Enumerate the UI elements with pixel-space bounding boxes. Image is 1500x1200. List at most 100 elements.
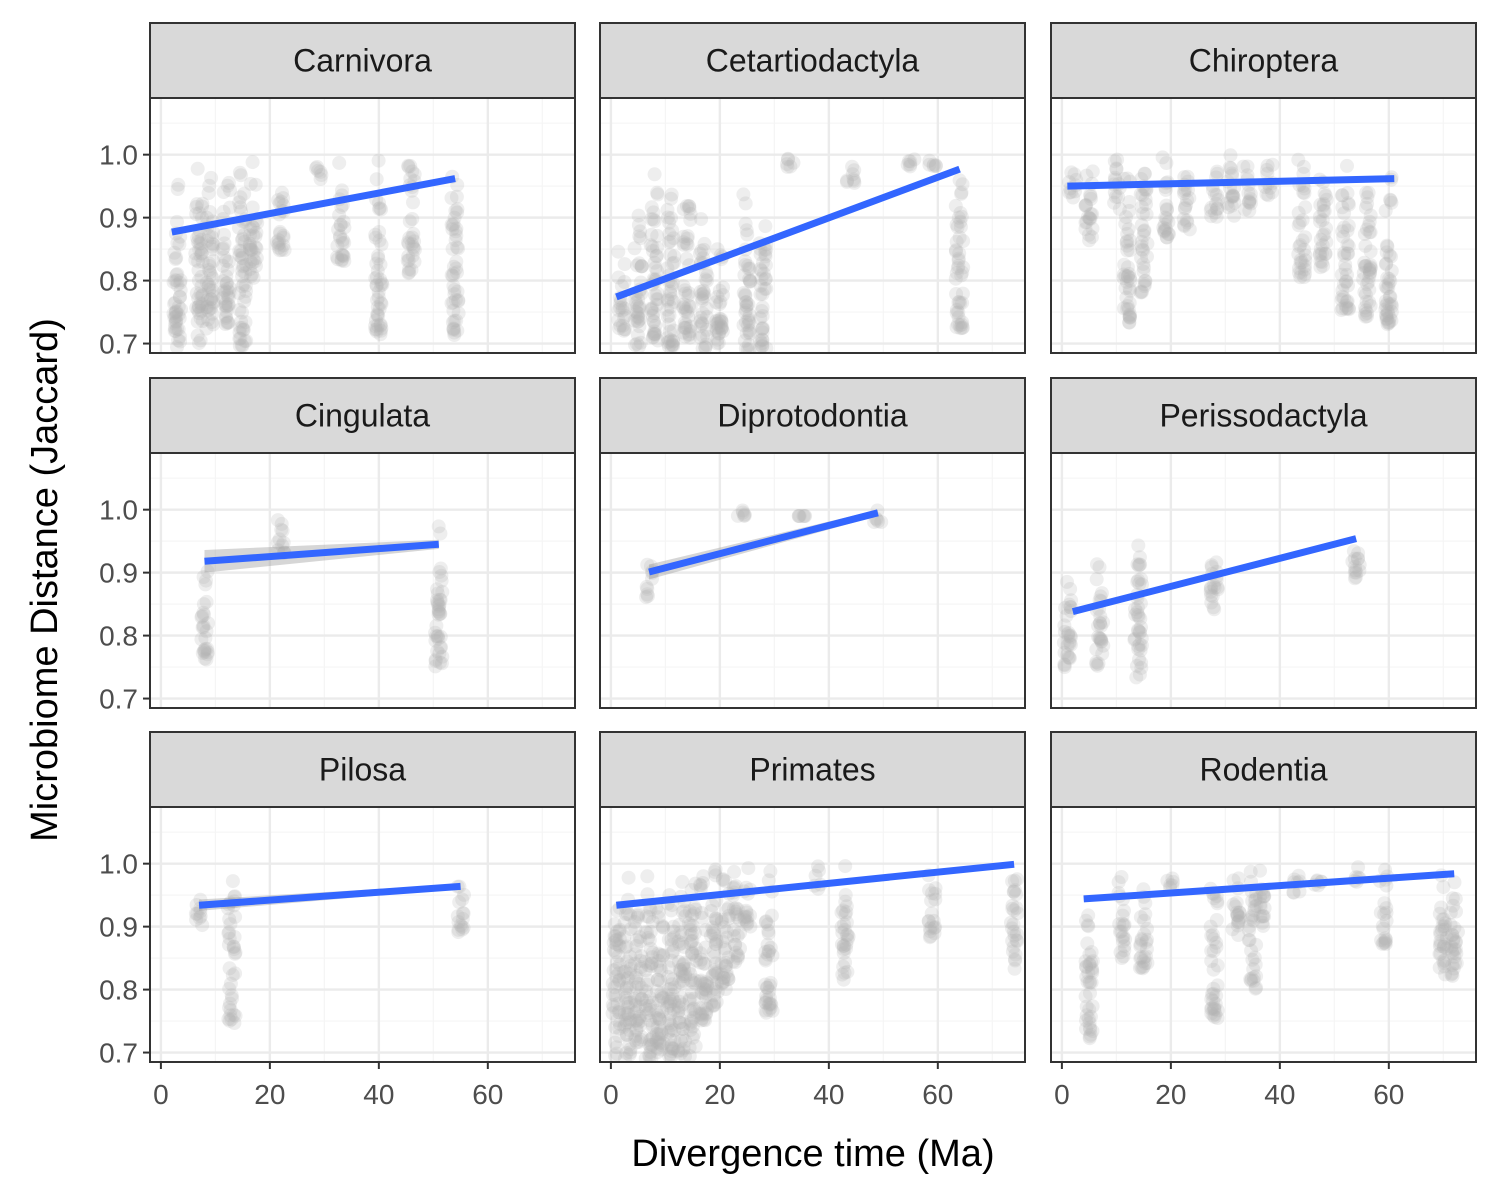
- data-point: [707, 997, 722, 1012]
- data-point: [692, 1001, 707, 1016]
- data-point: [1336, 277, 1351, 292]
- data-point: [1297, 262, 1312, 277]
- data-point: [714, 956, 729, 971]
- data-point: [195, 620, 210, 635]
- data-point: [228, 909, 243, 924]
- data-point: [1132, 624, 1147, 639]
- data-point: [622, 1047, 637, 1062]
- data-point: [682, 993, 697, 1008]
- data-point: [234, 314, 249, 329]
- data-point: [683, 922, 698, 937]
- data-point: [1380, 271, 1395, 285]
- data-point: [401, 253, 416, 268]
- data-point: [455, 922, 470, 937]
- data-point: [645, 239, 660, 254]
- data-point: [1134, 660, 1149, 675]
- data-point: [665, 223, 680, 238]
- data-point: [662, 998, 677, 1013]
- data-point: [1296, 185, 1311, 200]
- data-point: [1063, 630, 1078, 645]
- data-point: [1445, 968, 1460, 983]
- panel-border: [1050, 806, 1477, 1063]
- data-point: [709, 931, 723, 946]
- data-point: [703, 928, 718, 943]
- data-point: [189, 286, 204, 301]
- data-point: [1313, 241, 1328, 256]
- data-point: [194, 289, 209, 304]
- data-point: [1134, 239, 1149, 254]
- data-point: [190, 161, 205, 176]
- data-point: [664, 1049, 678, 1062]
- data-point: [1133, 596, 1148, 611]
- data-point: [227, 1016, 242, 1030]
- data-point: [249, 251, 264, 265]
- data-point: [1348, 559, 1363, 574]
- data-point: [721, 972, 736, 987]
- data-point: [233, 331, 248, 346]
- data-point: [276, 228, 291, 243]
- data-point: [644, 956, 659, 971]
- data-point: [1131, 623, 1146, 638]
- data-point: [1361, 185, 1376, 200]
- data-point: [714, 975, 729, 990]
- data-point: [650, 187, 665, 202]
- data-point: [202, 259, 217, 273]
- data-point: [217, 227, 231, 242]
- data-point: [1180, 215, 1195, 230]
- data-point: [195, 287, 210, 302]
- data-point: [1109, 162, 1124, 177]
- data-point: [1204, 560, 1219, 575]
- data-point: [644, 1031, 659, 1046]
- data-point: [220, 178, 235, 193]
- panel-plot-area: [600, 453, 1025, 708]
- data-point: [928, 881, 943, 896]
- data-point: [638, 954, 653, 969]
- data-point: [627, 241, 642, 256]
- data-point: [1261, 188, 1276, 203]
- data-point: [1363, 258, 1378, 272]
- data-point: [1340, 246, 1355, 261]
- data-point: [1241, 186, 1256, 200]
- data-point: [839, 941, 853, 956]
- data-point: [1256, 889, 1271, 903]
- data-point: [1081, 1011, 1096, 1026]
- data-point: [1316, 258, 1331, 273]
- data-point: [1204, 558, 1219, 573]
- data-point: [839, 899, 854, 914]
- data-point: [227, 942, 242, 957]
- data-point: [687, 991, 701, 1006]
- data-point: [1113, 924, 1127, 939]
- data-point: [613, 318, 628, 333]
- data-point: [1378, 203, 1393, 218]
- data-point: [330, 239, 345, 253]
- data-point: [1134, 620, 1148, 635]
- data-point: [1207, 602, 1222, 617]
- data-point: [650, 1045, 665, 1060]
- data-point: [1291, 152, 1306, 167]
- data-point: [623, 1012, 638, 1027]
- data-point: [1291, 868, 1306, 883]
- data-point: [663, 1032, 677, 1047]
- data-point: [1206, 944, 1221, 959]
- data-point: [661, 932, 676, 947]
- data-point: [1348, 570, 1363, 585]
- data-point: [1297, 259, 1312, 273]
- data-point: [337, 254, 352, 269]
- data-point: [1204, 580, 1218, 595]
- data-point: [1057, 624, 1072, 639]
- data-point: [632, 1009, 647, 1024]
- data-point: [1379, 298, 1393, 313]
- data-point: [314, 168, 329, 182]
- data-point: [644, 227, 659, 242]
- data-point: [763, 978, 777, 993]
- data-point: [676, 300, 691, 315]
- data-point: [445, 315, 460, 330]
- data-point: [677, 903, 692, 918]
- data-point: [871, 514, 886, 529]
- data-point: [368, 230, 383, 245]
- data-point: [619, 993, 634, 1008]
- data-point: [674, 928, 689, 942]
- data-point: [1334, 267, 1349, 282]
- data-point: [238, 289, 253, 304]
- data-point: [651, 946, 666, 961]
